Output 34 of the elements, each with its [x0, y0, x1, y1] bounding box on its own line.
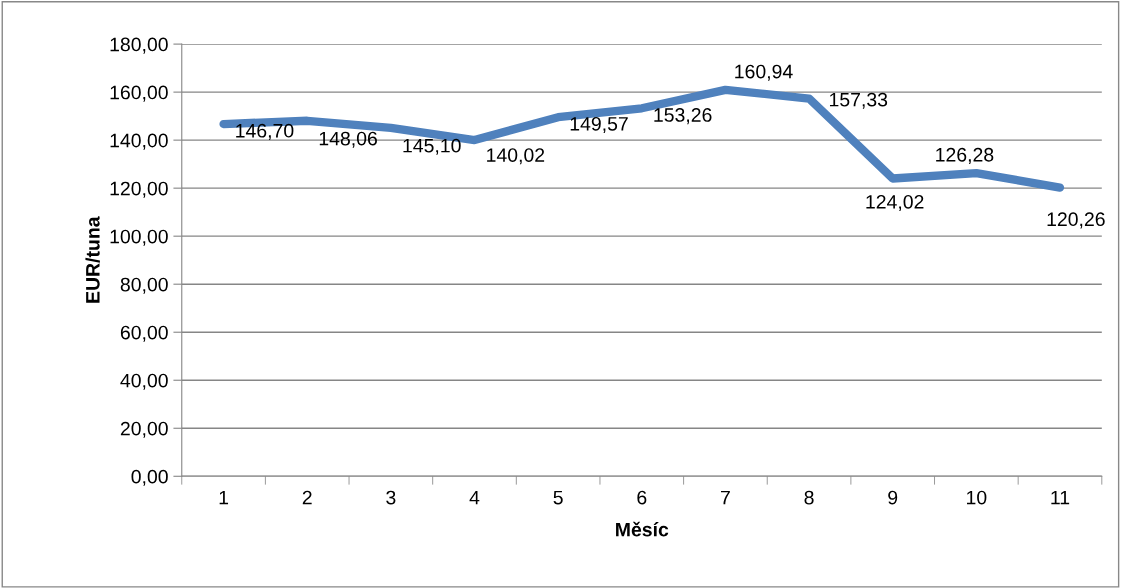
data-label: 146,70: [236, 123, 294, 140]
y-tick-label: 120,00: [110, 181, 168, 198]
y-tick-label: 80,00: [120, 277, 168, 294]
y-tick-label: 20,00: [120, 421, 168, 438]
data-label: 153,26: [654, 108, 712, 125]
y-tick-label: 0,00: [131, 469, 168, 486]
x-tick-label: 8: [804, 490, 814, 505]
data-label: 120,26: [1047, 212, 1105, 229]
y-tick-label: 60,00: [120, 325, 168, 342]
data-label: 160,94: [735, 64, 793, 81]
y-tick-label: 40,00: [120, 373, 168, 390]
data-label: 126,28: [936, 147, 994, 164]
x-tick-label: 6: [637, 490, 647, 505]
data-label: 124,02: [866, 194, 924, 212]
y-tick-label: 180,00: [110, 37, 168, 54]
data-label: 140,02: [487, 148, 545, 165]
x-tick-label: 2: [302, 490, 312, 505]
y-tick-label: 140,00: [110, 133, 168, 150]
x-axis-title: Měsíc: [616, 521, 669, 537]
x-tick-label: 9: [888, 490, 898, 505]
x-tick-label: 10: [967, 490, 987, 505]
y-tick-label: 160,00: [110, 85, 168, 102]
y-axis-title: EUR/tuna: [85, 216, 100, 303]
data-label: 145,10: [403, 138, 461, 155]
x-tick-label: 4: [469, 490, 480, 505]
x-tick-label: 3: [386, 490, 396, 505]
data-label: 148,06: [319, 131, 377, 148]
x-tick-label: 11: [1051, 490, 1070, 505]
data-label: 149,57: [570, 116, 628, 134]
y-tick-label: 100,00: [110, 229, 168, 246]
x-tick-label: 7: [721, 490, 730, 505]
x-tick-label: 5: [553, 490, 563, 505]
data-label: 157,33: [829, 92, 888, 109]
x-tick-label: 1: [219, 490, 229, 505]
